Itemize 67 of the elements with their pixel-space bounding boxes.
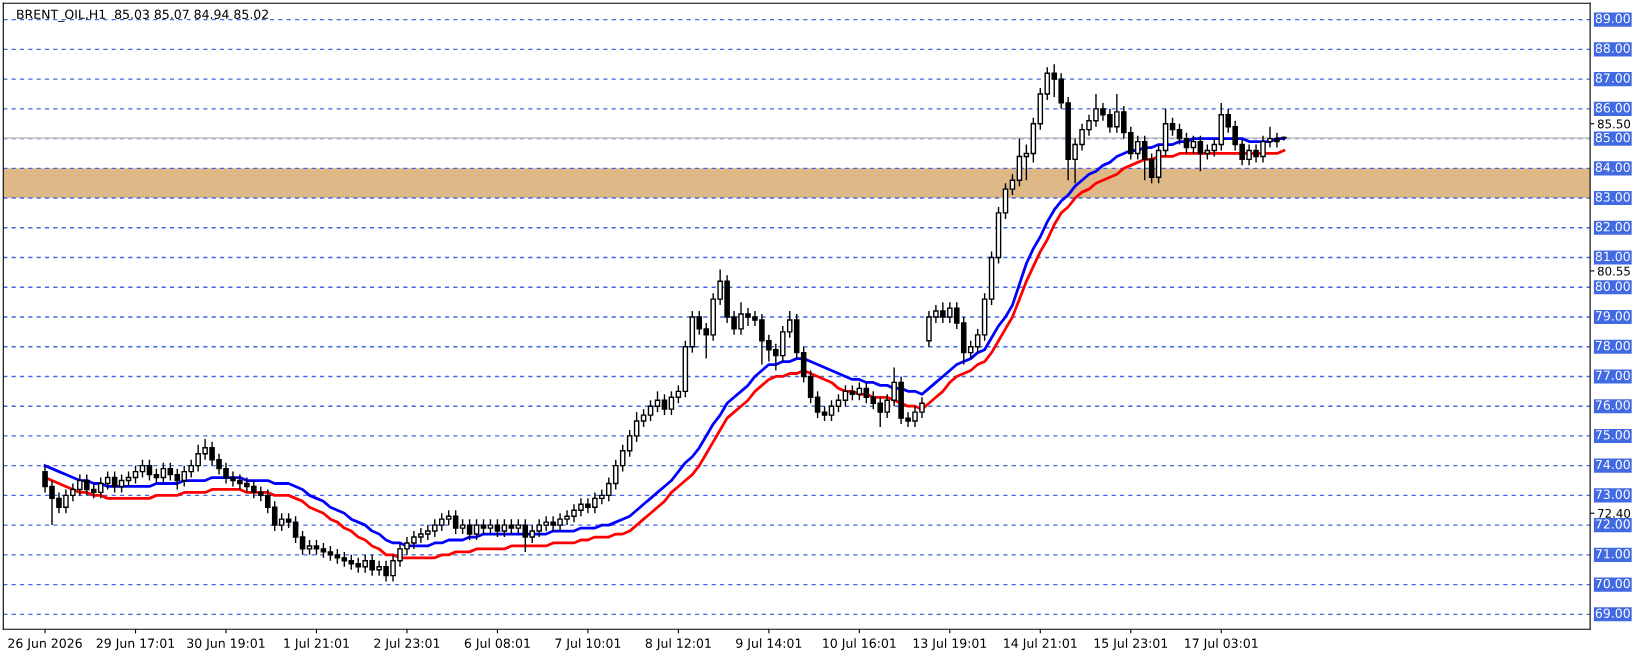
x-tick-label: 13 Jul 19:01 xyxy=(913,638,987,651)
ref-line-label: 86.00 xyxy=(1595,103,1630,113)
ref-line-label: 80.00 xyxy=(1595,281,1630,291)
ref-line-label: 75.00 xyxy=(1595,430,1630,440)
candlestick xyxy=(466,518,473,541)
ref-line-label: 84.00 xyxy=(1595,162,1630,172)
candlestick xyxy=(807,369,814,404)
candlestick xyxy=(1023,143,1030,181)
ref-line-label: 81.00 xyxy=(1595,251,1630,262)
candlestick xyxy=(974,328,981,354)
candlestick xyxy=(1016,137,1023,187)
candlestick xyxy=(814,390,821,419)
ref-line-label: 82.00 xyxy=(1595,221,1630,232)
ref-line-label: 71.00 xyxy=(1595,549,1630,559)
x-tick-label: 26 Jun 2026 xyxy=(8,638,82,651)
ref-line-label: 85.00 xyxy=(1595,132,1630,143)
x-tick-label: 15 Jul 23:01 xyxy=(1094,638,1168,651)
x-tick-label: 30 Jun 19:01 xyxy=(187,638,265,651)
candlestick xyxy=(800,346,807,384)
candlestick xyxy=(654,390,661,413)
ref-line-label: 77.00 xyxy=(1595,370,1630,381)
ref-line-label: 76.00 xyxy=(1595,400,1630,410)
candlestick xyxy=(111,470,118,494)
candlestick xyxy=(292,515,299,544)
ref-line-label: 88.00 xyxy=(1595,43,1630,54)
candlestick xyxy=(668,390,675,416)
ref-line-label: 79.00 xyxy=(1595,311,1630,321)
ref-line-label: 78.00 xyxy=(1595,340,1630,351)
ref-line-label: 73.00 xyxy=(1595,489,1630,500)
ref-line-label: 72.00 xyxy=(1595,519,1630,529)
x-tick-label: 8 Jul 12:01 xyxy=(645,638,711,651)
y-tick-label: 80.55 xyxy=(1597,266,1630,276)
y-tick-label: 85.50 xyxy=(1597,119,1631,129)
x-tick-label: 10 Jul 16:01 xyxy=(823,638,896,651)
ref-line-label: 87.00 xyxy=(1595,73,1630,83)
candlestick xyxy=(1009,173,1016,196)
candlestick xyxy=(452,509,459,535)
chart-title: BRENT_OIL,H1 85.03 85.07 84.94 85.02 xyxy=(17,9,268,22)
ref-line-label: 74.00 xyxy=(1595,459,1630,470)
candlestick xyxy=(1176,123,1183,146)
candlestick xyxy=(160,461,167,485)
candlestick xyxy=(661,393,668,416)
candlestick xyxy=(1148,152,1155,184)
ref-line-label: 89.00 xyxy=(1595,13,1630,24)
candlestick xyxy=(647,399,654,422)
candlestick xyxy=(1183,131,1190,155)
x-tick-label: 6 Jul 08:01 xyxy=(464,638,530,651)
candlestick xyxy=(626,429,633,458)
x-tick-label: 1 Jul 21:01 xyxy=(284,638,349,651)
candlestick xyxy=(842,384,849,407)
candlestick xyxy=(633,411,640,443)
ref-line-label: 70.00 xyxy=(1595,578,1630,589)
ref-line-label: 69.00 xyxy=(1595,608,1630,618)
candlestick xyxy=(146,459,153,482)
y-tick-label: 72.40 xyxy=(1598,508,1631,518)
x-tick-label: 9 Jul 14:01 xyxy=(736,638,802,651)
x-tick-label: 14 Jul 21:01 xyxy=(1004,638,1077,651)
candlestick xyxy=(299,530,306,556)
candlestick xyxy=(1197,134,1204,172)
x-tick-label: 7 Jul 10:01 xyxy=(555,638,621,651)
ref-line-label: 83.00 xyxy=(1595,192,1630,202)
x-tick-label: 2 Jul 23:01 xyxy=(374,638,440,651)
x-tick-label: 17 Jul 03:01 xyxy=(1185,638,1258,651)
x-tick-label: 29 Jun 17:01 xyxy=(96,638,175,651)
candlestick xyxy=(473,518,480,541)
candlestick xyxy=(828,399,835,422)
candlestick xyxy=(1002,182,1009,220)
